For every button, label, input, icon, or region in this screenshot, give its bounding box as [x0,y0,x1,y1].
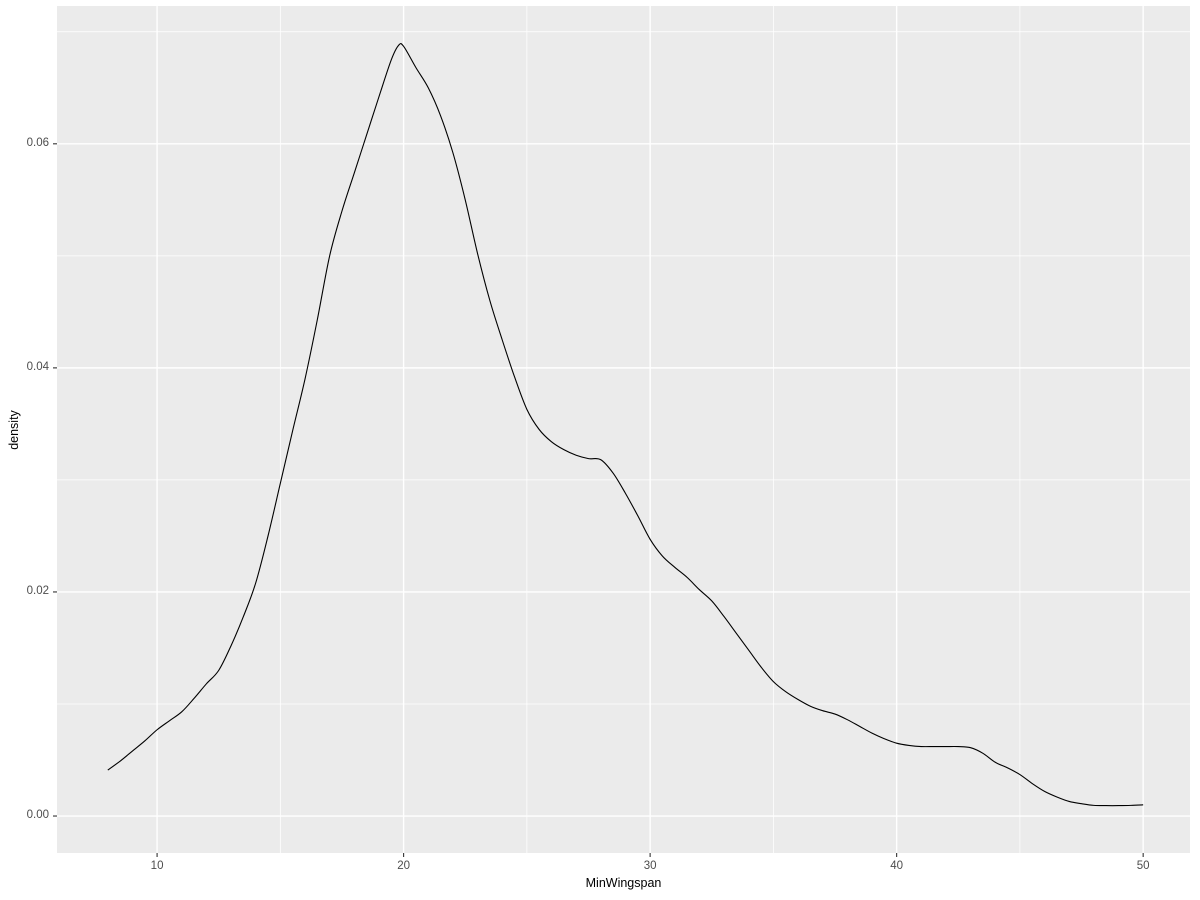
x-tick-label: 20 [397,860,410,872]
y-tick-label: 0.00 [26,809,49,822]
x-tick-label: 50 [1136,860,1150,872]
y-tick-label: 0.04 [26,360,49,373]
x-tick-label: 40 [890,860,904,872]
x-tick-label: 30 [643,860,657,872]
y-axis-title: density [7,410,21,450]
x-tick-label: 10 [150,860,164,872]
y-tick-label: 0.02 [26,584,49,597]
x-axis-title: MinWingspan [585,876,662,890]
y-tick-label: 0.06 [26,136,49,149]
plot-panel [57,6,1190,853]
density-curve [107,42,1144,807]
